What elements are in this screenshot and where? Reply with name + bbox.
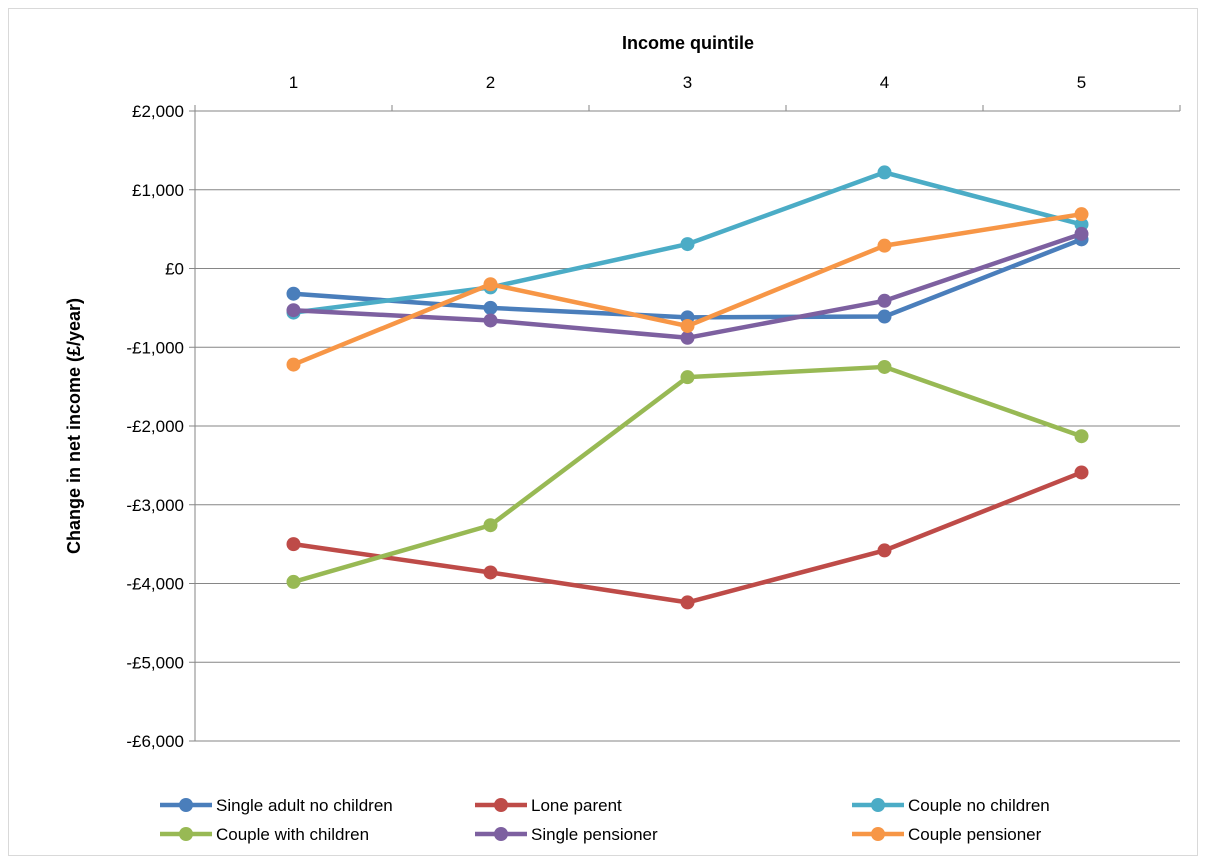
series-couple-with-children xyxy=(286,359,1089,589)
data-point xyxy=(1074,207,1089,222)
data-point xyxy=(286,574,301,589)
series-line xyxy=(292,364,1083,585)
data-point xyxy=(483,313,498,328)
legend-swatch-marker xyxy=(179,798,193,812)
y-tick-label: -£2,000 xyxy=(126,417,184,436)
data-point xyxy=(680,370,695,385)
series-lines xyxy=(286,165,1089,610)
y-axis-title: Change in net income (£/year) xyxy=(64,298,84,554)
x-tick-label: 1 xyxy=(289,73,298,92)
y-tick-label: £0 xyxy=(165,260,184,279)
data-point xyxy=(483,300,498,315)
y-tick-label: -£4,000 xyxy=(126,575,184,594)
data-point xyxy=(286,537,301,552)
x-tick-label: 4 xyxy=(880,73,889,92)
gridlines xyxy=(189,105,1181,742)
legend-label: Single adult no children xyxy=(216,796,393,815)
legend-swatch-marker xyxy=(871,827,885,841)
y-axis-ticks: £2,000 £1,000 £0 -£1,000 -£2,000 -£3,000 -£4,0… xyxy=(126,102,184,751)
series-single-pensioner xyxy=(286,226,1089,345)
series-lone-parent xyxy=(286,465,1089,610)
legend-label: Couple pensioner xyxy=(908,825,1042,844)
data-point xyxy=(680,237,695,252)
y-tick-label: -£5,000 xyxy=(126,653,184,672)
data-point xyxy=(680,595,695,610)
data-point xyxy=(483,565,498,580)
data-point xyxy=(286,303,301,318)
data-point xyxy=(877,359,892,374)
legend-label: Couple no children xyxy=(908,796,1050,815)
y-tick-label: -£1,000 xyxy=(126,338,184,357)
y-tick-label: £1,000 xyxy=(132,181,184,200)
legend-label: Lone parent xyxy=(531,796,622,815)
data-point xyxy=(877,309,892,324)
legend-item: Couple with children xyxy=(160,825,369,844)
legend-item: Couple no children xyxy=(852,796,1050,815)
series-couple-no-children xyxy=(286,165,1089,320)
data-point xyxy=(877,543,892,558)
data-point xyxy=(680,318,695,333)
legend: Single adult no children Lone parent Coupl… xyxy=(160,796,1050,844)
y-tick-label: £2,000 xyxy=(132,102,184,121)
x-tick-label: 5 xyxy=(1077,73,1086,92)
y-tick-label: -£6,000 xyxy=(126,732,184,751)
legend-swatch-marker xyxy=(179,827,193,841)
data-point xyxy=(1074,465,1089,480)
chart-frame xyxy=(8,8,1198,856)
data-point xyxy=(1074,226,1089,241)
data-point xyxy=(483,277,498,292)
series-line xyxy=(293,470,1083,605)
x-axis-title: Income quintile xyxy=(622,33,754,53)
data-point xyxy=(877,165,892,180)
x-axis-ticks: 1 2 3 4 5 xyxy=(289,73,1086,92)
series-couple-pensioner xyxy=(286,207,1089,372)
legend-label: Single pensioner xyxy=(531,825,658,844)
data-point xyxy=(483,518,498,533)
legend-swatch-marker xyxy=(494,798,508,812)
legend-item: Lone parent xyxy=(475,796,622,815)
x-tick-label: 2 xyxy=(486,73,495,92)
legend-swatch-marker xyxy=(494,827,508,841)
data-point xyxy=(877,293,892,308)
data-point xyxy=(286,357,301,372)
legend-item: Single adult no children xyxy=(160,796,393,815)
x-tick-label: 3 xyxy=(683,73,692,92)
legend-swatch-marker xyxy=(871,798,885,812)
legend-item: Single pensioner xyxy=(475,825,658,844)
legend-label: Couple with children xyxy=(216,825,369,844)
y-tick-label: -£3,000 xyxy=(126,496,184,515)
data-point xyxy=(286,286,301,301)
data-point xyxy=(1074,429,1089,444)
data-point xyxy=(877,238,892,253)
legend-item: Couple pensioner xyxy=(852,825,1042,844)
data-point xyxy=(680,330,695,345)
